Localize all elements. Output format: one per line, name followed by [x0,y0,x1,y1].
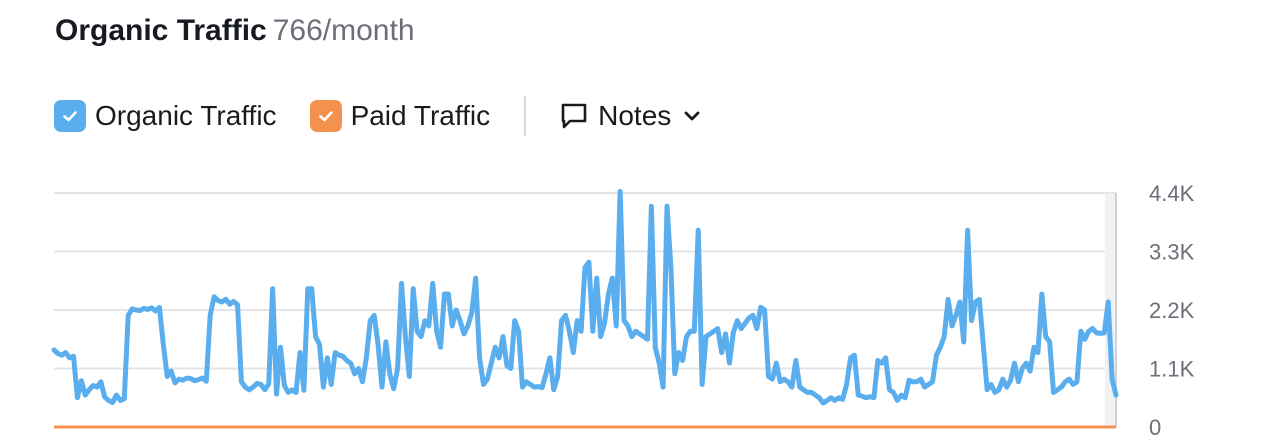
legend-item-paid-traffic[interactable]: Paid Traffic [309,100,491,132]
paid-traffic-checkbox[interactable] [309,100,342,132]
chart-header: Organic Traffic 766/month [55,14,415,48]
y-tick-label: 0 [1149,415,1161,440]
notes-icon [561,103,587,129]
chart-legend: Organic Traffic Paid Traffic Notes [54,96,703,136]
y-tick-label: 2.2K [1149,298,1195,323]
organic-traffic-checkbox[interactable] [54,100,86,132]
legend-label-organic-traffic: Organic Traffic [95,100,277,131]
chevron-down-icon [684,111,700,121]
legend-divider [524,96,527,136]
page-title: Organic Traffic [55,14,267,47]
series-line-organic-traffic [51,188,1119,406]
legend-item-organic-traffic[interactable]: Organic Traffic [54,100,277,132]
notes-label: Notes [598,100,672,131]
traffic-value: 766/month [272,14,415,47]
notes-dropdown[interactable]: Notes [559,100,703,132]
checkmark-icon [63,111,77,122]
checkmark-icon [318,111,333,122]
y-tick-label: 3.3K [1149,240,1195,265]
legend-label-paid-traffic: Paid Traffic [350,100,491,131]
y-tick-label: 1.1K [1149,357,1195,382]
y-tick-label: 4.4K [1149,181,1195,206]
